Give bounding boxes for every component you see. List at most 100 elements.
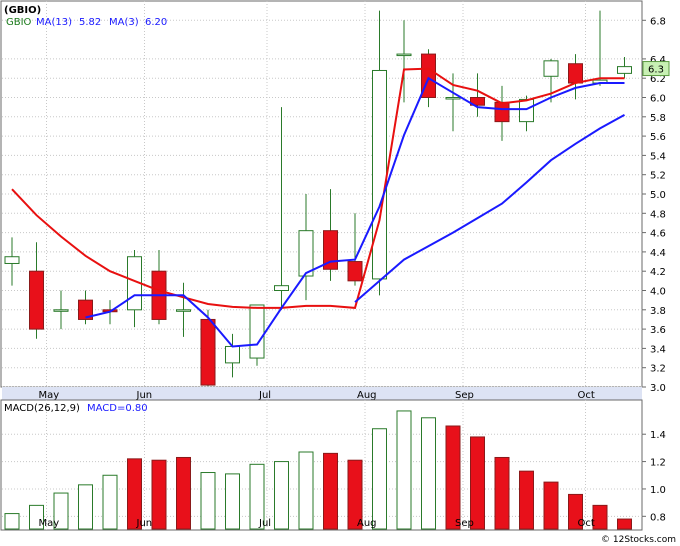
macd-bar [151,459,167,530]
candle-down [29,270,44,330]
macd-x-tick-label: Aug [357,518,377,529]
price-y-tick-label: 6.0 [650,94,666,105]
macd-header: MACD(26,12,9) MACD=0.80 [4,403,148,414]
macd-y-axis: 0.8 1.0 1.2 1.4 [642,430,666,523]
price-x-tick-label: Sep [455,390,474,401]
price-x-tick-label: May [39,390,60,401]
macd-bar [225,473,240,530]
macd-bar [249,463,265,530]
macd-bar [127,458,142,530]
price-y-tick-label: 3.0 [650,383,666,394]
price-y-tick-label: 4.4 [650,248,666,259]
price-y-tick-label: 4.2 [650,267,666,278]
candle-up [4,256,20,264]
symbol-label: GBIO [6,17,32,28]
price-x-tick-label: Oct [578,390,595,401]
ma3-label: MA(3) [109,17,139,28]
price-x-tick-label: Jun [136,390,153,401]
candle-down [200,318,216,386]
macd-bar [494,456,510,530]
price-y-tick-label: 3.4 [650,344,666,355]
macd-bar [543,481,559,530]
macd-bar [519,470,534,530]
macd-bar [470,436,485,530]
candle-up [176,309,191,312]
candle-down [494,101,510,123]
macd-bar [396,410,412,530]
macd-bar [176,456,191,530]
price-y-tick-label: 5.4 [650,151,666,162]
candle-up [249,304,265,359]
price-y-tick-label: 3.2 [650,364,666,375]
candle-up [617,66,632,74]
ma3-value: 6.20 [145,17,167,28]
macd-y-tick-label: 0.8 [650,512,666,523]
macd-bar [421,417,436,530]
ma13-value: 5.82 [79,17,101,28]
macd-bar [78,484,93,530]
candle-up [225,345,240,364]
price-y-tick-label: 6.2 [650,74,666,85]
price-y-tick-label: 3.6 [650,325,666,336]
macd-bar [347,459,363,530]
price-x-tick-label: Aug [357,390,377,401]
price-y-tick-label: 5.6 [650,132,666,143]
candle-up [445,97,461,100]
price-y-tick-label: 5.2 [650,171,666,182]
watermark-text: © 12Stocks.com [601,535,676,545]
ma13-line [85,76,625,348]
price-x-axis: May Jun Jul Aug Sep Oct [39,390,595,401]
macd-x-tick-label: Jun [136,518,153,529]
price-y-axis: 3.0 3.2 3.4 3.6 3.8 4.0 4.2 4.4 4.6 4.8 5.0 5.2 5.4 5… [642,16,666,394]
candle-up [543,60,559,77]
macd-x-axis: May Jun Jul Aug Sep Oct [39,518,595,529]
macd-bar [372,428,387,530]
candle-down [78,299,93,320]
last-price-label: 6.3 [648,65,664,76]
ma-long-line [354,114,625,303]
macd-bars [4,410,632,530]
price-y-tick-label: 4.6 [650,229,666,240]
candle-down [470,97,485,106]
last-price-box [642,61,670,77]
candle-up [298,230,314,277]
candle-down [568,63,583,84]
macd-x-tick-label: Sep [455,518,474,529]
macd-value: MACD=0.80 [87,403,148,414]
candle-up [396,53,412,57]
macd-label: MACD(26,12,9) [4,403,80,414]
ma3-line [11,67,625,309]
macd-bar [274,461,289,530]
macd-bar [200,472,216,530]
macd-x-tick-label: Jul [258,518,271,529]
price-candles [4,10,632,386]
candle-up [274,285,289,291]
macd-bar [29,504,44,530]
moving-average-lines [11,67,625,348]
macd-y-tick-label: 1.2 [650,458,666,469]
macd-bar [323,452,338,530]
price-y-tick-label: 3.8 [650,306,666,317]
macd-bar [592,504,608,530]
price-x-tick-label: Jul [258,390,271,401]
macd-bar [53,492,69,530]
price-y-tick-label: 4.8 [650,209,666,220]
ma13-label: MA(13) [36,17,72,28]
candle-up [372,69,387,280]
price-y-tick-label: 4.0 [650,287,666,298]
candle-up [519,98,534,123]
macd-bar [102,474,118,530]
price-x-axis-band [2,387,642,400]
macd-grid [2,400,642,530]
candle-up [53,309,69,312]
price-y-tick-label: 5.8 [650,113,666,124]
macd-bar [4,513,20,530]
macd-x-tick-label: May [39,518,60,529]
candle-down [323,230,338,270]
macd-y-tick-label: 1.4 [650,430,666,441]
last-price-tag: 6.3 [642,61,670,77]
macd-bar [298,451,314,530]
macd-bar [445,425,461,530]
